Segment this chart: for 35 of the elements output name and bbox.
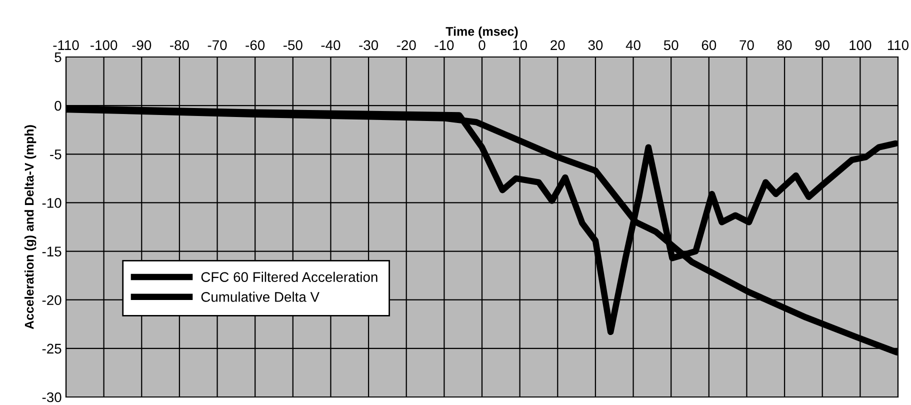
x-tick-label: 70 [740,40,754,50]
y-axis-title: Acceleration (g) and Delta-V (mph) [24,125,36,330]
x-tick-label: 30 [588,40,603,50]
x-tick-label: -20 [396,40,416,50]
y-tick-label: -25 [42,344,62,354]
x-tick-label: 20 [550,40,565,50]
x-tick-label: -100 [90,40,118,50]
y-tick-label: -10 [42,198,62,208]
y-tick-label: -20 [42,295,62,306]
x-axis-title: Time (msec) [446,26,518,38]
x-tick-label: -70 [208,40,227,50]
x-tick-label: 40 [626,40,640,50]
x-tick-label: 110 [888,40,909,50]
x-tick-label: -50 [283,40,302,50]
y-tick-label: 0 [54,100,62,111]
x-tick-label: -90 [132,40,152,50]
x-tick-label: -40 [321,40,340,50]
x-tick-label: -80 [170,40,189,50]
x-tick-label: 10 [513,40,527,50]
x-tick-label: -30 [359,40,378,50]
x-tick-label: -10 [434,40,454,50]
y-tick-label: 5 [54,52,62,62]
y-tick-label: -30 [42,392,62,402]
y-tick-label: -5 [50,150,62,160]
legend-label: Cumulative Delta V [201,292,320,302]
x-tick-label: 50 [664,40,678,50]
legend-label: CFC 60 Filtered Acceleration [201,272,378,282]
x-tick-label: 90 [815,40,830,50]
x-tick-label: -60 [246,40,265,50]
x-tick-label: -110 [53,40,79,50]
x-tick-label: 60 [702,40,716,50]
x-tick-label: 0 [478,40,486,50]
x-tick-label: 80 [777,40,792,50]
x-tick-label: 100 [850,40,872,50]
y-tick-label: -15 [42,246,62,256]
